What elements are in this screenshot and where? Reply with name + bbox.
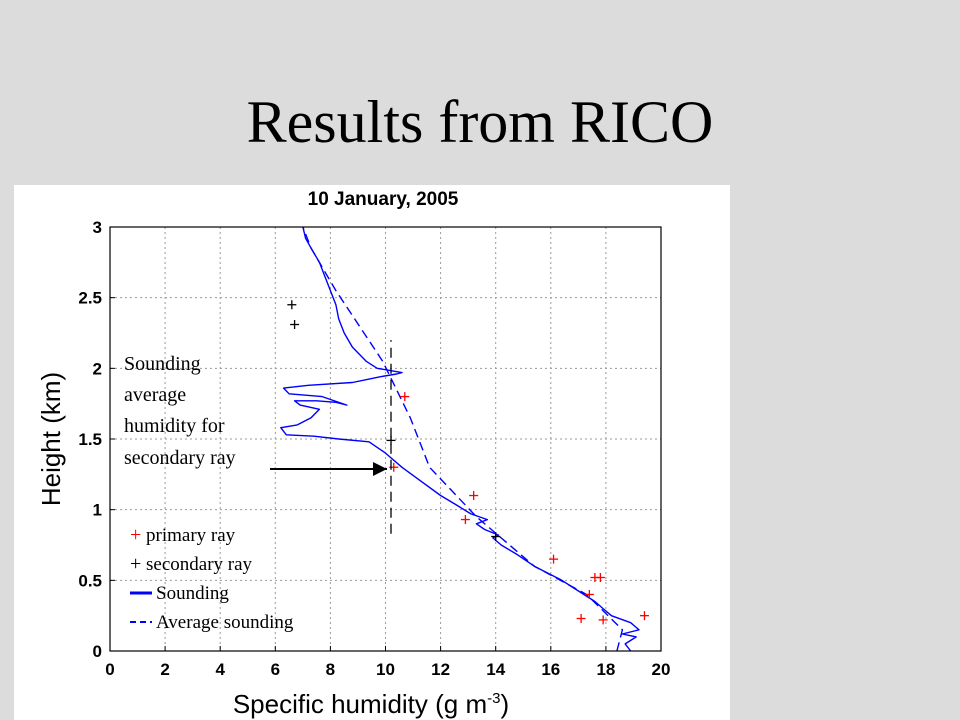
x-tick-label: 12 xyxy=(431,660,450,679)
x-tick-label: 10 xyxy=(376,660,395,679)
primary-ray-point xyxy=(576,613,586,623)
y-tick-label: 3 xyxy=(93,218,102,237)
y-tick-label: 0.5 xyxy=(78,571,102,590)
x-tick-label: 18 xyxy=(596,660,615,679)
legend-item: + primary ray xyxy=(130,524,236,546)
y-tick-label: 2.5 xyxy=(78,289,102,308)
primary-ray-point xyxy=(639,611,649,621)
primary-ray-point xyxy=(469,491,479,501)
primary-ray-point xyxy=(595,573,605,583)
annotation-line-1: Sounding xyxy=(124,353,201,375)
secondary-ray-point xyxy=(287,300,297,310)
chart-title: 10 January, 2005 xyxy=(308,189,459,210)
annotation-line-3: humidity for xyxy=(124,415,225,437)
series-layer xyxy=(280,226,649,652)
x-tick-label: 4 xyxy=(215,660,225,679)
x-tick-label: 2 xyxy=(160,660,169,679)
y-tick-label: 1.5 xyxy=(78,430,102,449)
y-tick-label: 0 xyxy=(93,642,102,661)
x-tick-label: 14 xyxy=(486,660,505,679)
annotation: Sounding average humidity for secondary … xyxy=(124,353,387,476)
legend-item: Average sounding xyxy=(130,612,294,633)
legend-plus-symbol: + xyxy=(130,524,141,546)
slide-title: Results from RICO xyxy=(246,89,714,155)
primary-ray-point xyxy=(598,615,608,625)
y-tick-label: 2 xyxy=(93,359,102,378)
legend-item: Sounding xyxy=(130,583,229,604)
legend-label: primary ray xyxy=(146,525,236,546)
legend-item: + secondary ray xyxy=(130,553,253,575)
legend-label: secondary ray xyxy=(146,554,253,575)
x-tick-labels: 0 2 4 6 8 10 12 14 16 18 20 xyxy=(105,646,670,679)
legend: + primary ray+ secondary raySoundingAverag… xyxy=(130,524,294,633)
legend-label: Average sounding xyxy=(156,612,294,633)
x-tick-label: 8 xyxy=(326,660,335,679)
annotation-line-2: average xyxy=(124,384,186,406)
x-axis-label: Specific humidity (g m-3) xyxy=(233,689,509,719)
y-tick-label: 1 xyxy=(93,501,102,520)
legend-label: Sounding xyxy=(156,583,229,604)
legend-plus-symbol: + xyxy=(130,553,141,575)
x-tick-label: 0 xyxy=(105,660,114,679)
y-tick-labels: 0 0.5 1 1.5 2 2.5 3 xyxy=(78,218,115,661)
humidity-profile-chart: 10 January, 2005 0 2 4 6 8 10 12 14 16 18 20 00.51… xyxy=(36,189,670,719)
annotation-line-4: secondary ray xyxy=(124,447,236,469)
average-sounding-line xyxy=(302,226,624,652)
primary-ray-point xyxy=(584,589,594,599)
secondary-ray-point xyxy=(290,320,300,330)
x-tick-label: 16 xyxy=(541,660,560,679)
y-axis-label: Height (km) xyxy=(36,372,66,506)
x-tick-label: 20 xyxy=(652,660,671,679)
primary-ray-point xyxy=(549,554,559,564)
primary-ray-point xyxy=(400,392,410,402)
x-tick-label: 6 xyxy=(271,660,280,679)
secondary-ray-point xyxy=(491,532,501,542)
chart-panel: 10 January, 2005 0 2 4 6 8 10 12 14 16 18 20 0 0.5 1… xyxy=(14,185,730,720)
primary-ray-point xyxy=(460,515,470,525)
